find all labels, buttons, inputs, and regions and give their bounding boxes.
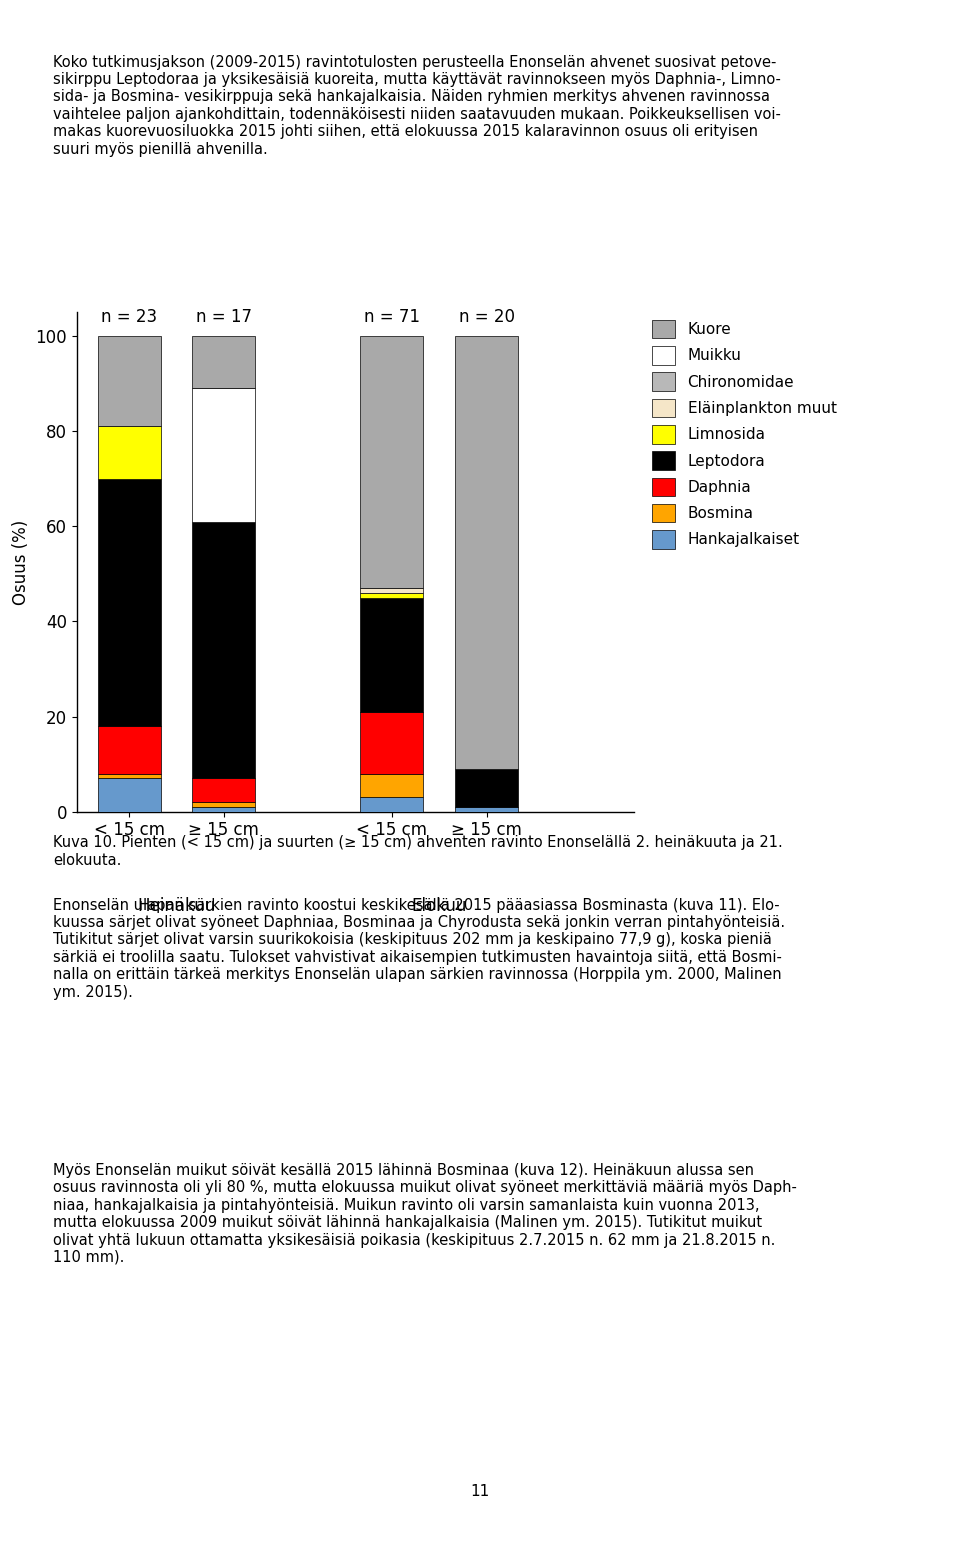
Text: 11: 11 xyxy=(470,1483,490,1499)
Text: Heinäkuu: Heinäkuu xyxy=(137,898,216,915)
Bar xyxy=(360,774,423,798)
Bar xyxy=(192,521,255,779)
Bar xyxy=(360,712,423,774)
Bar xyxy=(98,774,161,779)
Bar xyxy=(98,336,161,426)
Bar xyxy=(455,770,518,807)
Bar xyxy=(360,593,423,598)
Bar xyxy=(455,336,518,770)
Bar xyxy=(98,779,161,812)
Text: Elokuu: Elokuu xyxy=(412,898,467,915)
Text: Enonselän ulapan särkien ravinto koostui keskikesällä 2015 pääasiassa Bosminasta: Enonselän ulapan särkien ravinto koostui… xyxy=(53,898,785,999)
Bar xyxy=(192,802,255,807)
Bar xyxy=(192,807,255,812)
Text: n = 20: n = 20 xyxy=(459,309,515,326)
Bar xyxy=(192,336,255,389)
Bar xyxy=(192,389,255,521)
Bar xyxy=(360,336,423,588)
Bar xyxy=(455,807,518,812)
Bar xyxy=(98,426,161,479)
Text: Koko tutkimusjakson (2009-2015) ravintotulosten perusteella Enonselän ahvenet su: Koko tutkimusjakson (2009-2015) ravintot… xyxy=(53,55,780,156)
Y-axis label: Osuus (%): Osuus (%) xyxy=(12,520,30,604)
Bar xyxy=(192,779,255,802)
Bar xyxy=(98,479,161,726)
Legend: Kuore, Muikku, Chironomidae, Eläinplankton muut, Limnosida, Leptodora, Daphnia, : Kuore, Muikku, Chironomidae, Eläinplankt… xyxy=(653,320,836,549)
Bar xyxy=(360,588,423,593)
Text: n = 71: n = 71 xyxy=(364,309,420,326)
Text: Kuva 10. Pienten (< 15 cm) ja suurten (≥ 15 cm) ahventen ravinto Enonselällä 2. : Kuva 10. Pienten (< 15 cm) ja suurten (≥… xyxy=(53,835,782,868)
Bar xyxy=(360,798,423,812)
Text: Myös Enonselän muikut söivät kesällä 2015 lähinnä Bosminaa (kuva 12). Heinäkuun : Myös Enonselän muikut söivät kesällä 201… xyxy=(53,1163,797,1264)
Bar xyxy=(98,726,161,774)
Text: n = 23: n = 23 xyxy=(101,309,157,326)
Bar xyxy=(360,598,423,712)
Text: n = 17: n = 17 xyxy=(196,309,252,326)
